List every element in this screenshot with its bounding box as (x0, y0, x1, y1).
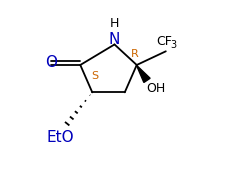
Text: CF: CF (156, 35, 172, 48)
Text: N: N (109, 32, 120, 47)
Text: S: S (91, 71, 98, 81)
Polygon shape (136, 65, 150, 82)
Text: O: O (45, 55, 57, 70)
Text: 3: 3 (170, 40, 176, 50)
Text: R: R (131, 49, 139, 59)
Text: OH: OH (146, 82, 165, 95)
Text: H: H (110, 17, 119, 30)
Text: EtO: EtO (46, 130, 74, 145)
